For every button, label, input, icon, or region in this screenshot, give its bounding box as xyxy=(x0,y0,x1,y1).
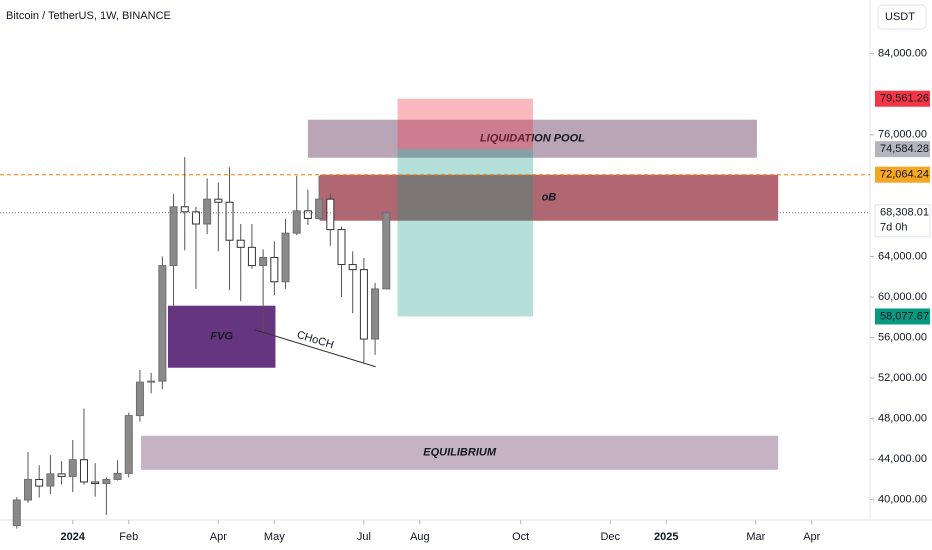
candle-body xyxy=(68,459,77,477)
zone xyxy=(307,119,757,158)
candle-body xyxy=(12,499,21,527)
candle-body xyxy=(147,380,156,383)
zone xyxy=(141,435,779,470)
candle-body xyxy=(180,206,189,213)
candle-body xyxy=(113,472,122,480)
x-tick-label: May xyxy=(264,531,285,543)
candle-body xyxy=(46,473,55,487)
candle-body xyxy=(57,473,66,477)
x-tick-label: Dec xyxy=(600,531,620,543)
candle-body xyxy=(102,478,111,485)
zone xyxy=(167,305,276,368)
zone-label: FVG xyxy=(210,331,233,343)
candle-body xyxy=(203,198,212,225)
price-label: 68,308.01 xyxy=(880,207,929,219)
candle-body xyxy=(371,288,380,340)
y-tick-label: 52,000.00 xyxy=(878,372,927,384)
candle-body xyxy=(91,481,100,485)
price-label-box xyxy=(874,204,931,238)
candle-body xyxy=(270,256,279,283)
price-label: 79,561.26 xyxy=(880,93,929,105)
y-tick-label: 56,000.00 xyxy=(878,331,927,343)
x-tick-label: Oct xyxy=(512,531,529,543)
y-tick-label: 40,000.00 xyxy=(878,494,927,506)
candle-body xyxy=(337,229,346,266)
currency-label[interactable]: USDT xyxy=(885,11,915,23)
candle-body xyxy=(292,210,301,234)
price-label: 58,077.67 xyxy=(880,310,929,322)
x-tick-label: 2024 xyxy=(61,531,86,543)
countdown: 7d 0h xyxy=(880,222,908,234)
x-tick-label: Apr xyxy=(210,531,227,543)
price-label-box xyxy=(875,141,930,158)
zone-label: EQUILIBRIUM xyxy=(423,447,497,459)
x-tick-label: Jul xyxy=(357,531,371,543)
y-tick-label: 48,000.00 xyxy=(878,413,927,425)
candle-body xyxy=(169,206,178,267)
y-tick-label: 64,000.00 xyxy=(878,250,927,262)
candle-body xyxy=(191,211,200,225)
symbol-title: Bitcoin / TetherUS, 1W, BINANCE xyxy=(6,10,171,22)
y-tick-label: 76,000.00 xyxy=(878,129,927,141)
candle-body xyxy=(79,459,88,483)
x-tick-label: Mar xyxy=(746,531,765,543)
zone-label: LIQUIDATION POOL xyxy=(480,133,585,145)
x-tick-label: 2025 xyxy=(654,531,678,543)
y-tick-label: 84,000.00 xyxy=(878,48,927,60)
x-tick-label: Feb xyxy=(119,531,138,543)
candle-body xyxy=(359,269,368,340)
y-tick-label: 60,000.00 xyxy=(878,291,927,303)
candle-body xyxy=(124,415,133,474)
trendline xyxy=(254,329,376,368)
stop-area xyxy=(397,98,533,150)
price-label-box xyxy=(875,90,930,107)
candle-body xyxy=(281,232,290,283)
candle-body xyxy=(315,198,324,219)
candle-body xyxy=(236,239,245,248)
x-tick-label: Aug xyxy=(410,531,430,543)
x-tick-label: Apr xyxy=(803,531,820,543)
candle-body xyxy=(303,210,312,219)
target-area xyxy=(397,149,533,317)
price-label: 72,064.24 xyxy=(880,169,929,181)
candle-body xyxy=(326,198,335,231)
candle-body xyxy=(135,381,144,417)
candle-body xyxy=(348,264,357,271)
candle-body xyxy=(23,478,32,501)
candle-body xyxy=(247,246,256,267)
price-label-box xyxy=(875,308,930,325)
candle-body xyxy=(35,478,44,487)
y-tick-label: 44,000.00 xyxy=(878,453,927,465)
zone-label: oB xyxy=(542,192,557,204)
candle-body xyxy=(214,198,223,203)
currency-button[interactable] xyxy=(877,4,927,30)
candle-body xyxy=(158,265,167,382)
candle-body xyxy=(225,201,234,241)
price-label: 74,584.28 xyxy=(880,143,929,155)
candle-body xyxy=(382,212,391,290)
price-label-box xyxy=(875,166,930,183)
candle-body xyxy=(259,256,268,267)
